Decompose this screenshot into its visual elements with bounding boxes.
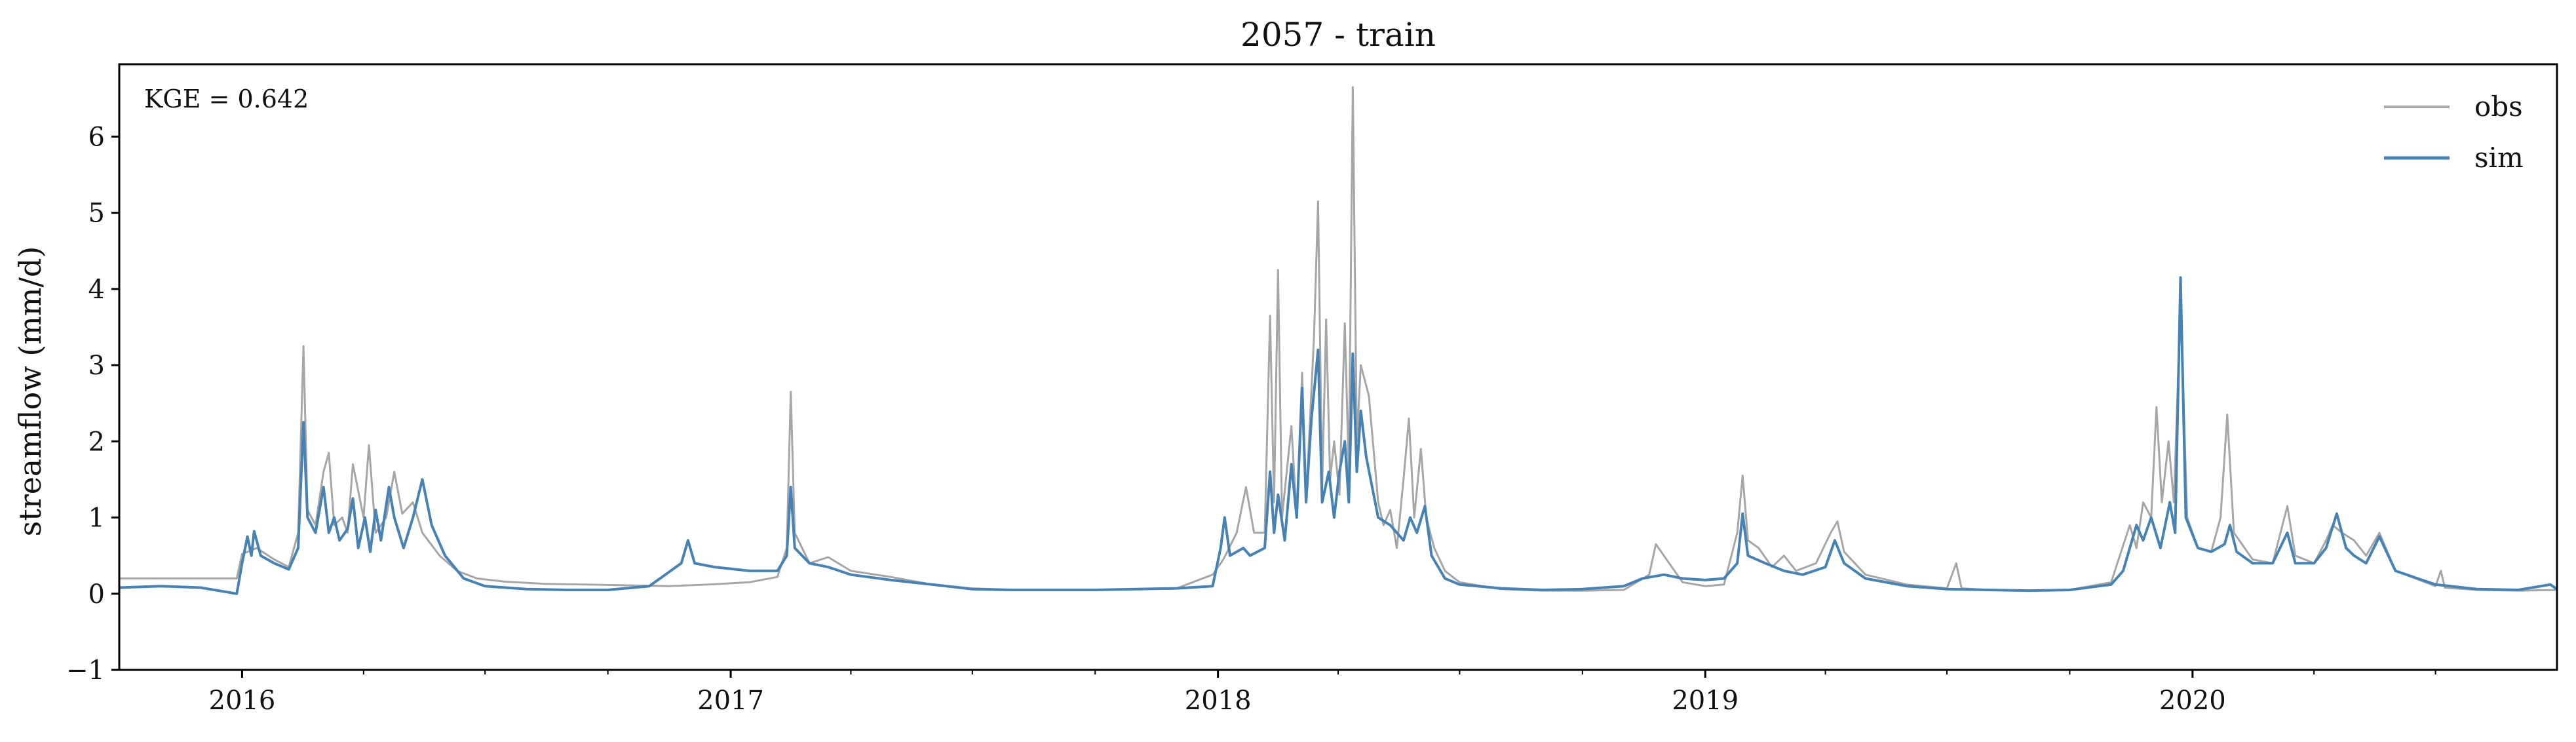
series-layer	[119, 86, 2558, 595]
y-axis: −1 0 1 2 3 4 5 6	[66, 122, 119, 686]
y-tick-label: 6	[88, 122, 105, 152]
x-axis: 2016 2017 2018 2019 2020	[209, 670, 2436, 716]
x-tick-label: 2019	[1672, 686, 1739, 716]
kge-annotation: KGE = 0.642	[144, 85, 309, 113]
y-tick-label: −1	[66, 655, 105, 686]
plot-area	[118, 63, 2558, 671]
x-tick-label: 2016	[209, 686, 276, 716]
plot-background	[119, 64, 2557, 670]
y-tick-label: 2	[88, 427, 105, 457]
chart-title: 2057 - train	[1240, 16, 1436, 54]
y-tick-label: 4	[88, 275, 105, 305]
x-tick-label: 2018	[1185, 686, 1252, 716]
y-tick-label: 3	[88, 351, 105, 381]
y-tick-label: 0	[88, 579, 105, 610]
y-axis-label: streamflow (mm/d)	[12, 246, 48, 537]
legend-label-obs: obs	[2474, 90, 2523, 123]
series-line-sim	[119, 276, 2558, 595]
legend-label-sim: sim	[2474, 142, 2524, 174]
x-tick-label: 2017	[697, 686, 764, 716]
x-tick-label: 2020	[2159, 686, 2226, 716]
legend: obs sim	[2384, 90, 2524, 174]
y-tick-label: 5	[88, 199, 105, 229]
y-tick-label: 1	[88, 503, 105, 534]
